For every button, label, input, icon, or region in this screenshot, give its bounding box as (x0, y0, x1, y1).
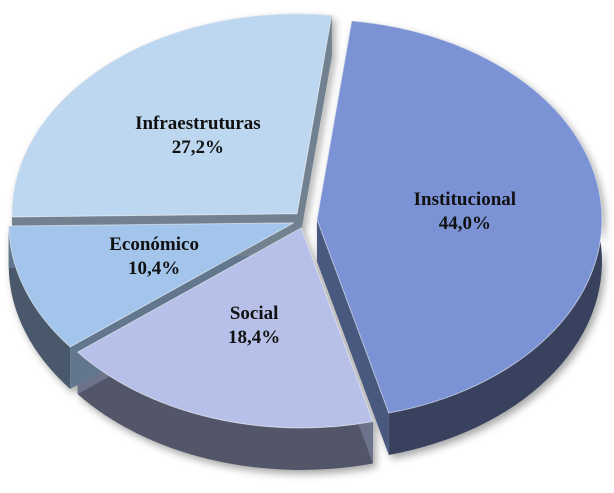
slice-label: Infraestruturas (135, 113, 261, 134)
slice (11, 13, 333, 218)
slice-label: Institucional (414, 189, 516, 210)
slice (8, 222, 294, 348)
slice-value-label: 44,0% (439, 213, 491, 234)
pie-tops (8, 13, 603, 429)
slice-side (77, 352, 374, 470)
slice-value-label: 10,4% (128, 258, 180, 279)
slice (316, 20, 603, 414)
slice-value-label: 18,4% (228, 327, 280, 348)
slice (76, 227, 374, 429)
slice-value-label: 27,2% (172, 137, 224, 158)
slice-side (8, 226, 71, 389)
slice-label: Social (230, 303, 279, 324)
pie-labels: Institucional 44,0% Social 18,4% Económico 10… (109, 113, 516, 348)
slice-label: Económico (109, 234, 199, 255)
